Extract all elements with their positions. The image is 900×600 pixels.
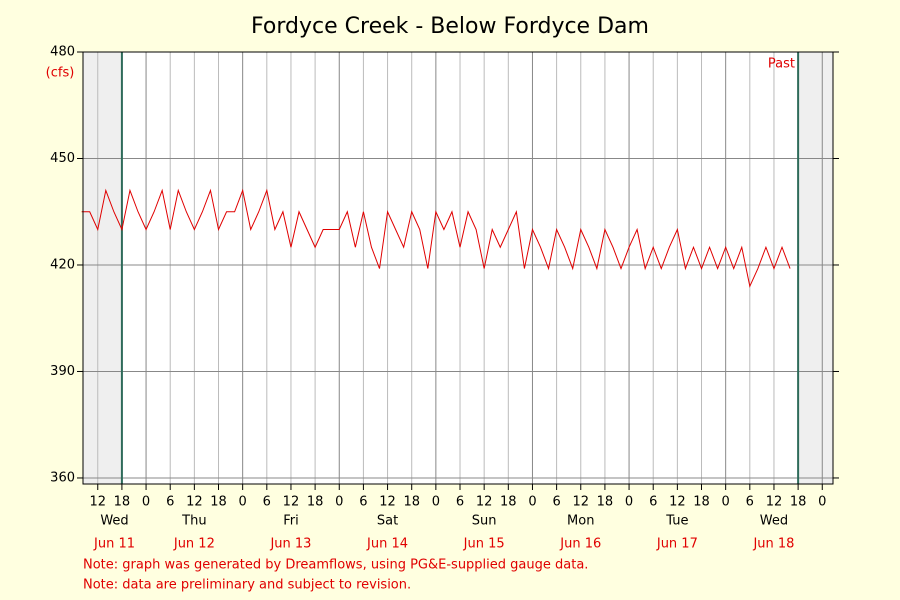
note: Note: graph was generated by Dreamflows,… [83,558,588,573]
shaded-region [83,52,122,484]
x-tick-label: 18 [307,495,324,510]
x-tick-label: 6 [166,495,174,510]
x-tick-label: 6 [746,495,754,510]
x-tick-label: 12 [476,495,493,510]
shaded-region [798,52,833,484]
x-tick-label: 18 [500,495,517,510]
y-axis-label: (cfs) [46,66,75,81]
date-label: Jun 17 [656,537,698,552]
x-tick-label: 0 [818,495,826,510]
date-label: Jun 13 [269,537,311,552]
weekday-label: Thu [181,514,206,529]
x-tick-label: 6 [649,495,657,510]
x-tick-label: 12 [89,495,106,510]
date-label: Jun 12 [173,537,215,552]
weekday-label: Mon [567,514,594,529]
y-tick-label: 450 [50,151,75,166]
weekday-label: Wed [760,514,788,529]
x-tick-label: 6 [263,495,271,510]
x-tick-label: 12 [379,495,396,510]
date-label: Jun 18 [752,537,794,552]
flow-line [81,188,791,288]
x-tick-label: 18 [693,495,710,510]
x-tick-label: 18 [403,495,420,510]
x-tick-label: 6 [552,495,560,510]
date-label: Jun 14 [366,537,408,552]
x-tick-label: 18 [114,495,131,510]
x-tick-label: 12 [283,495,300,510]
weekday-label: Fri [283,514,299,529]
x-tick-label: 12 [572,495,589,510]
x-tick-label: 0 [335,495,343,510]
x-tick-label: 12 [669,495,686,510]
weekday-label: Wed [100,514,128,529]
x-tick-label: 0 [625,495,633,510]
x-tick-label: 0 [239,495,247,510]
plot-area [83,52,833,484]
x-tick-label: 6 [456,495,464,510]
note: Note: data are preliminary and subject t… [83,578,411,593]
chart-title: Fordyce Creek - Below Fordyce Dam [251,14,649,39]
x-tick-label: 18 [597,495,614,510]
x-tick-label: 6 [359,495,367,510]
y-tick-label: 360 [50,470,75,485]
x-tick-label: 0 [528,495,536,510]
x-tick-label: 0 [722,495,730,510]
x-tick-label: 0 [432,495,440,510]
y-tick-label: 420 [50,257,75,272]
y-tick-label: 480 [50,45,75,60]
weekday-label: Sun [472,514,497,529]
date-label: Jun 16 [559,537,601,552]
plot-frame [82,51,834,485]
x-tick-label: 18 [210,495,227,510]
date-label: Jun 15 [463,537,505,552]
x-tick-label: 12 [186,495,203,510]
date-label: Jun 11 [93,537,135,552]
weekday-label: Sat [377,514,398,529]
x-tick-label: 18 [790,495,807,510]
annotation: Past [768,57,795,72]
x-tick-label: 12 [766,495,783,510]
weekday-label: Tue [665,514,688,529]
y-tick-label: 390 [50,364,75,379]
x-tick-label: 0 [142,495,150,510]
